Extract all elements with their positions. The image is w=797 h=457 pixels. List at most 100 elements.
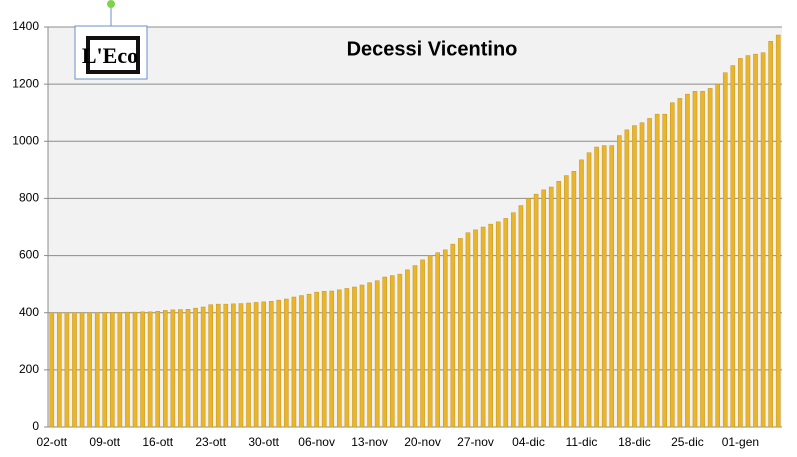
bar [601,145,607,428]
bar [722,72,728,428]
bar [738,58,743,428]
bar [556,181,562,428]
bar [231,303,236,428]
bar [715,83,720,428]
y-tick-label: 600 [19,248,39,262]
bar [87,312,92,428]
bar [261,301,266,428]
x-tick-label: 30-ott [248,435,279,449]
bar [548,186,554,428]
bar [617,135,622,428]
bar [147,311,153,428]
bar [284,298,289,428]
bar [632,125,637,428]
bar [533,193,539,428]
bar [571,171,577,428]
y-tick-label: 1400 [12,19,39,33]
chart-title: Decessi Vicentino [347,38,518,60]
bar [215,303,221,428]
bar [541,189,546,428]
bar [344,288,350,428]
bar [624,129,630,428]
bar [299,295,304,428]
bar [352,286,357,428]
bar [503,218,509,428]
bar [685,93,690,428]
rotate-handle [107,0,115,8]
bar [662,113,668,428]
bar [110,312,115,428]
bar [382,276,388,428]
bar [291,296,297,428]
x-tick-label: 06-nov [298,435,335,449]
bar [654,113,660,428]
bar [707,88,713,428]
bar [246,302,251,428]
bar [79,312,85,428]
x-tick-label: 25-dic [671,435,704,449]
bar [155,311,161,428]
bar [359,284,365,428]
bar [518,205,524,428]
x-tick-label: 01-gen [722,435,759,449]
bar [442,249,448,428]
bar [700,91,705,428]
bar [102,312,108,428]
bar [321,291,327,428]
bar [72,312,77,428]
logo-text: L'Eco [82,43,138,68]
bar [677,98,683,428]
x-tick-label: 04-dic [512,435,545,449]
bar [760,52,766,428]
bar [117,312,123,428]
bar [669,102,675,428]
bar [170,309,176,428]
bar [374,280,380,428]
bar [178,309,183,428]
bar [208,304,213,428]
bar [276,299,282,428]
bar [306,293,312,428]
bar [94,312,100,428]
bar [125,311,130,428]
bar [639,122,645,428]
bar [193,307,198,428]
x-tick-label: 18-dic [618,435,651,449]
x-tick-label: 27-nov [457,435,494,449]
y-tick-label: 800 [19,191,39,205]
x-tick-label: 13-nov [351,435,388,449]
bar [526,198,531,428]
bar [495,221,501,428]
bar [579,159,584,428]
bar [586,152,592,428]
bar [337,289,342,428]
bar [745,55,751,428]
bar [465,232,471,428]
bar [450,243,456,428]
bar [329,290,335,428]
y-tick-label: 200 [19,362,39,376]
bar [775,34,781,428]
y-tick-label: 1200 [12,76,39,90]
bar [367,282,372,428]
bar [390,275,395,428]
bar [49,312,55,428]
bar [412,265,418,428]
bar [753,53,758,428]
x-tick-label: 20-nov [404,435,441,449]
bar [253,302,259,428]
logo-box: L'Eco [74,0,148,80]
bar [730,65,736,428]
bar [647,118,652,428]
bar [57,312,62,428]
x-tick-label: 09-ott [89,435,120,449]
bar [473,229,478,428]
bar [185,309,191,428]
bar [132,311,138,428]
x-tick-label: 16-ott [142,435,173,449]
bar [200,306,206,428]
y-tick-label: 0 [32,419,39,433]
bar [238,303,244,428]
bar [64,312,70,428]
